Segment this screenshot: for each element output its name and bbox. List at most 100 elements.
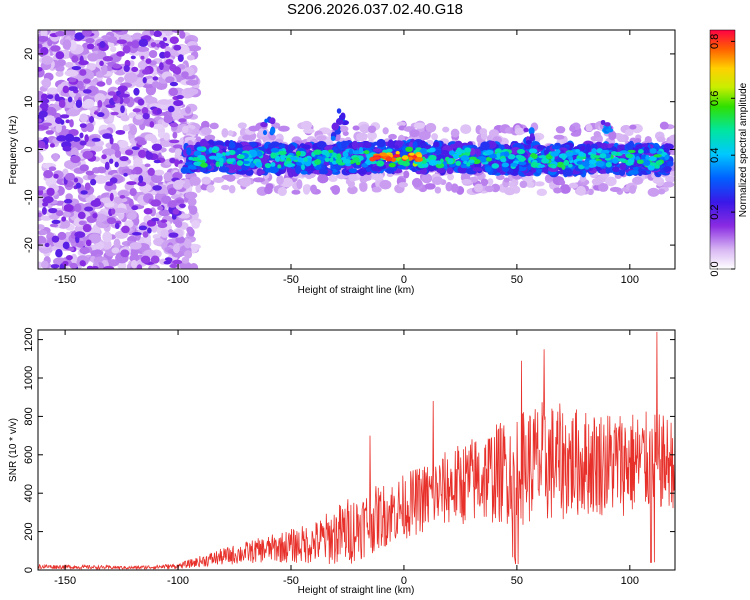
spectrogram-cell [239, 177, 252, 188]
y-tick-label: -20 [23, 237, 35, 253]
spectrogram-cell [181, 71, 189, 78]
spectrogram-cell [428, 154, 437, 162]
spectrogram-cell [408, 156, 413, 161]
spectrogram-cell [55, 123, 62, 133]
spectrogram-cell [668, 170, 675, 177]
x-tick-label: -150 [54, 575, 76, 587]
spectrogram-cell [503, 151, 510, 157]
spectrogram-cell [277, 125, 290, 132]
colorbar-tick-label: 0.8 [709, 34, 721, 49]
spectrogram-cell [297, 157, 304, 163]
spectrogram-cell [600, 149, 610, 155]
spectrogram-cell [656, 150, 663, 155]
spectrogram-cell [50, 264, 60, 269]
spectrogram-cell [626, 142, 633, 150]
spectrogram-cell [436, 160, 442, 165]
spectrogram-cell [358, 147, 364, 154]
spectrogram-cell [62, 241, 70, 250]
spectrogram-cell [336, 153, 342, 160]
spectrogram-cell [82, 89, 92, 94]
spectrogram-cell [117, 190, 129, 198]
spectrogram-cell [221, 174, 234, 180]
spectrogram-cell [260, 121, 268, 128]
spectrogram-cell [83, 78, 91, 84]
spectrogram-cell [484, 185, 495, 193]
spectrogram-cell [561, 154, 567, 161]
spectrogram-cell [647, 187, 660, 197]
spectrogram-cell [169, 157, 176, 164]
spectrogram-cell [82, 150, 94, 160]
spectrogram-cell [127, 41, 134, 46]
spectrogram-cell [553, 134, 565, 140]
spectrogram-cell [41, 77, 52, 89]
x-tick-label: -100 [167, 274, 189, 286]
spectrogram-cell [208, 155, 218, 160]
spectrogram-cell [113, 196, 123, 204]
spectrogram-cell [94, 93, 106, 104]
spectrogram-cell [302, 184, 312, 192]
spectrogram-cell [169, 81, 179, 87]
spectrogram-cell [528, 148, 538, 154]
spectrogram-y-label: Frequency (Hz) [8, 116, 19, 185]
spectrogram-cell [74, 32, 85, 40]
spectrogram-cell [568, 155, 573, 161]
spectrogram-cell [159, 140, 172, 148]
spectrogram-cell [136, 139, 147, 146]
spectrogram-cell [491, 163, 500, 169]
spectrogram-cell [46, 87, 59, 95]
colorbar-tick-label: 0.6 [709, 91, 721, 106]
spectrogram-cell [62, 146, 72, 152]
spectrogram-cell [431, 176, 444, 185]
y-tick-label: 20 [23, 48, 35, 60]
spectrogram-cell [164, 220, 171, 231]
spectrogram-cell [184, 106, 192, 114]
spectrogram-cell [550, 164, 557, 169]
spectrogram-cell [101, 154, 107, 160]
spectrogram-cell [74, 203, 82, 213]
spectrogram-cell [42, 122, 53, 127]
spectrogram-cell [393, 154, 401, 158]
spectrogram-cell [331, 184, 341, 195]
spectrogram-cell [151, 81, 160, 88]
spectrogram-cell [123, 172, 128, 177]
spectrogram-cell [318, 169, 329, 175]
spectrogram-cell [216, 153, 223, 158]
spectrogram-cell [519, 180, 528, 189]
spectrogram-cell [616, 144, 627, 149]
spectrogram-cell [617, 158, 627, 162]
spectrogram-cell [137, 149, 147, 159]
spectrogram-cell [588, 159, 597, 165]
y-tick-label: 400 [23, 484, 35, 502]
spectrogram-cell [152, 76, 159, 81]
spectrogram-cell [165, 76, 175, 84]
spectrogram-cell [385, 156, 393, 162]
spectrogram-cell [133, 87, 140, 96]
spectrogram-cell [102, 133, 113, 139]
spectrogram-cell [177, 54, 184, 62]
spectrogram-cell [300, 170, 308, 175]
spectrogram-cell [611, 166, 620, 173]
spectrogram-cell [593, 155, 601, 159]
spectrogram-cell [84, 98, 95, 108]
spectrogram-cell [150, 265, 158, 269]
spectrogram-cell [169, 263, 178, 269]
spectrogram-cell [598, 183, 609, 192]
spectrogram-cell [585, 124, 593, 132]
y-tick-label: 800 [23, 407, 35, 425]
spectrogram-cell [373, 148, 382, 153]
spectrogram-cell [168, 232, 179, 238]
spectrogram-cell [91, 137, 101, 142]
spectrogram-cell [496, 152, 501, 158]
spectrogram-cell [144, 163, 151, 168]
spectrogram-cell [599, 153, 607, 159]
spectrogram-cell [85, 239, 92, 247]
spectrogram-cell [130, 169, 137, 175]
spectrogram-cell [379, 179, 392, 190]
spectrogram-cell [135, 114, 143, 120]
spectrogram-cell [163, 132, 170, 141]
spectrogram-cell [184, 88, 199, 96]
x-tick-label: 0 [401, 274, 407, 286]
spectrogram-cell [92, 212, 98, 219]
spectrogram-cell [605, 166, 611, 174]
spectrogram-cell [504, 187, 516, 196]
